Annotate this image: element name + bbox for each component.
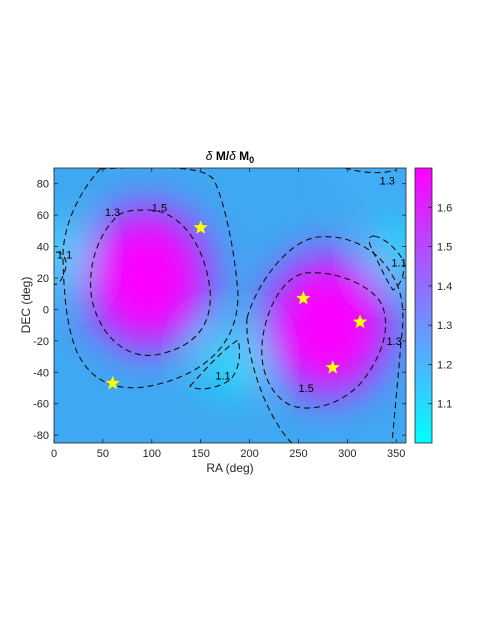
colorbar-ticks: 1.6 1.5 1.4 1.3 1.2 1.1	[428, 202, 452, 411]
contour-1.3-right	[246, 236, 404, 443]
y-tick-label-0: 80	[37, 179, 49, 191]
colorbar-tick-label-2: 1.4	[437, 281, 452, 293]
y-tick-label-3: 20	[37, 273, 49, 285]
x-tick-label-3: 150	[191, 448, 209, 460]
x-axis-ticks: 0 50 100 150 200 250 300 350	[51, 168, 405, 460]
y-tick-label-8: -80	[33, 430, 49, 442]
y-tick-label-2: 40	[37, 242, 49, 254]
colorbar-tick-label-5: 1.1	[437, 399, 452, 411]
contour-lines	[54, 168, 405, 443]
contour-label-5: 1.3	[386, 336, 401, 348]
star-marker-1	[105, 375, 120, 390]
star-marker-0	[193, 220, 208, 234]
colorbar-tick-label-4: 1.2	[437, 359, 452, 371]
x-axis-label: RA (deg)	[206, 461, 253, 475]
plot-frame	[53, 167, 407, 444]
contour-label-7: 1.5	[298, 383, 313, 395]
contour-label-6: 1.1	[215, 370, 230, 382]
contour-labels: 1.1 1.3 1.5 1.3 1.1 1.3 1.1 1.5	[57, 176, 406, 395]
x-tick-label-5: 250	[289, 448, 307, 460]
x-tick-label-0: 0	[51, 448, 57, 460]
y-axis-label: DEC (deg)	[19, 277, 33, 334]
contour-1.3-left	[62, 168, 239, 389]
contour-1.5-left	[90, 209, 211, 356]
heat-maximum-1	[265, 255, 390, 396]
x-tick-label-7: 350	[387, 448, 405, 460]
chart-title: δ M/δ M0	[206, 149, 254, 165]
colorbar-tick-label-1: 1.5	[437, 242, 452, 254]
heatmap: 1.1 1.3 1.5 1.3 1.1 1.3 1.1 1.5	[54, 168, 406, 443]
contour-1.3-top-right	[344, 168, 397, 174]
y-tick-label-7: -60	[33, 399, 49, 411]
y-axis-ticks: 80 60 40 20 0 -20 -40 -60 -80	[33, 179, 406, 442]
colorbar-tick-label-0: 1.6	[437, 202, 452, 214]
x-tick-label-6: 300	[338, 448, 356, 460]
contour-1.1-left-edge	[54, 251, 67, 285]
heatmap-field	[54, 168, 406, 396]
heat-minimum-0	[210, 338, 250, 391]
contour-1.5-right	[261, 272, 387, 409]
star-markers	[105, 220, 368, 390]
x-tick-label-4: 200	[240, 448, 258, 460]
colorbar-tick-label-3: 1.3	[437, 320, 452, 332]
y-tick-label-5: -20	[33, 336, 49, 348]
contour-1.1-mid	[189, 339, 241, 390]
contour-label-1: 1.3	[105, 207, 120, 219]
colorbar	[414, 167, 433, 444]
heat-maximum-0	[84, 208, 209, 348]
contour-1.1-right-edge	[368, 235, 405, 291]
contour-label-4: 1.1	[391, 257, 406, 269]
x-tick-label-1: 50	[97, 448, 109, 460]
x-tick-label-2: 100	[143, 448, 161, 460]
heat-minimum-1	[54, 228, 74, 281]
star-marker-3	[352, 314, 368, 329]
y-tick-label-1: 60	[37, 210, 49, 222]
y-tick-label-6: -40	[33, 367, 49, 379]
heat-minimum-3	[346, 168, 387, 194]
contour-label-2: 1.5	[152, 202, 167, 214]
star-marker-2	[296, 290, 311, 305]
contour-label-3: 1.3	[380, 176, 395, 188]
contour-label-0: 1.1	[57, 249, 72, 261]
star-marker-4	[325, 360, 340, 374]
y-tick-label-4: 0	[43, 304, 49, 316]
heat-minimum-2	[381, 220, 406, 273]
